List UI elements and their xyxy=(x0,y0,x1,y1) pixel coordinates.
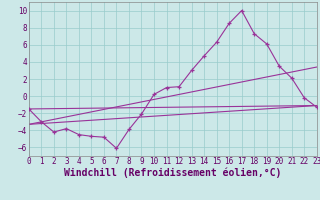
X-axis label: Windchill (Refroidissement éolien,°C): Windchill (Refroidissement éolien,°C) xyxy=(64,168,282,178)
